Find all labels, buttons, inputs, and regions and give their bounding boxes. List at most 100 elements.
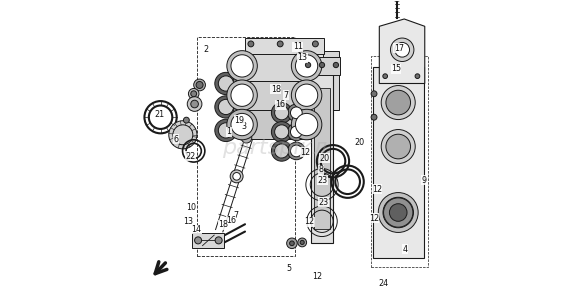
- Circle shape: [231, 84, 253, 106]
- Circle shape: [298, 238, 306, 247]
- Text: 11: 11: [293, 42, 303, 51]
- Text: 21: 21: [154, 110, 165, 119]
- Circle shape: [272, 102, 292, 123]
- Circle shape: [275, 144, 288, 158]
- Bar: [242, 51, 306, 81]
- Circle shape: [196, 81, 203, 89]
- Bar: [242, 81, 306, 110]
- Circle shape: [187, 97, 202, 111]
- Text: 24: 24: [379, 279, 388, 288]
- Circle shape: [227, 80, 257, 110]
- Bar: [371, 56, 428, 267]
- Bar: [311, 73, 333, 243]
- Circle shape: [381, 130, 415, 164]
- Circle shape: [290, 241, 294, 246]
- Text: 15: 15: [391, 64, 401, 73]
- Circle shape: [191, 100, 198, 108]
- Circle shape: [291, 145, 302, 157]
- Circle shape: [236, 77, 249, 90]
- Circle shape: [392, 0, 401, 1]
- Text: 13: 13: [183, 217, 194, 226]
- Circle shape: [300, 240, 304, 244]
- Circle shape: [215, 96, 237, 118]
- Text: 20: 20: [354, 138, 365, 147]
- Circle shape: [275, 106, 288, 120]
- Text: 14: 14: [192, 225, 202, 234]
- Text: 12: 12: [369, 214, 379, 223]
- Bar: [305, 51, 324, 139]
- Circle shape: [415, 74, 420, 78]
- Polygon shape: [379, 19, 425, 83]
- Circle shape: [291, 51, 322, 81]
- Circle shape: [291, 126, 302, 138]
- Circle shape: [183, 117, 190, 123]
- Circle shape: [272, 141, 292, 161]
- Circle shape: [241, 132, 252, 143]
- Circle shape: [231, 55, 253, 77]
- Circle shape: [236, 101, 249, 113]
- Circle shape: [378, 193, 418, 232]
- Circle shape: [320, 62, 325, 68]
- Text: 12: 12: [372, 184, 382, 194]
- Circle shape: [233, 121, 251, 140]
- Bar: [303, 57, 340, 75]
- Text: partsрiкл: partsрiкл: [222, 138, 327, 158]
- Text: 7: 7: [234, 211, 239, 220]
- Text: 20: 20: [319, 154, 329, 163]
- Circle shape: [313, 41, 318, 47]
- Circle shape: [371, 114, 377, 120]
- Bar: [242, 110, 306, 139]
- Circle shape: [231, 113, 253, 136]
- Circle shape: [277, 41, 283, 47]
- Circle shape: [194, 79, 205, 91]
- Circle shape: [287, 123, 305, 141]
- Circle shape: [295, 84, 318, 106]
- Text: 18: 18: [271, 85, 281, 94]
- Text: 6: 6: [173, 135, 179, 144]
- Text: 9: 9: [421, 176, 427, 185]
- Text: 18: 18: [218, 220, 228, 229]
- Circle shape: [291, 109, 322, 140]
- Circle shape: [275, 125, 288, 139]
- Text: 22: 22: [186, 152, 196, 161]
- Circle shape: [383, 74, 387, 78]
- Circle shape: [195, 237, 202, 244]
- Circle shape: [390, 204, 407, 221]
- Text: 1: 1: [227, 127, 231, 136]
- Circle shape: [227, 51, 257, 81]
- Circle shape: [305, 62, 311, 68]
- Circle shape: [188, 89, 199, 99]
- Circle shape: [386, 90, 410, 115]
- Text: 23: 23: [318, 176, 328, 185]
- Circle shape: [248, 41, 254, 47]
- Text: 7: 7: [283, 91, 288, 100]
- Circle shape: [386, 134, 410, 159]
- Bar: [245, 38, 324, 54]
- Bar: [373, 67, 424, 258]
- Circle shape: [287, 238, 297, 249]
- Text: 4: 4: [402, 245, 407, 254]
- Text: 5: 5: [287, 264, 291, 273]
- Circle shape: [295, 55, 318, 77]
- Text: 17: 17: [394, 44, 404, 53]
- Bar: [314, 88, 330, 229]
- Circle shape: [215, 237, 222, 244]
- Circle shape: [334, 62, 339, 68]
- Circle shape: [215, 119, 237, 141]
- Bar: [323, 51, 339, 110]
- Text: 16: 16: [226, 216, 236, 225]
- Circle shape: [233, 74, 251, 93]
- Circle shape: [230, 170, 243, 183]
- Circle shape: [395, 42, 410, 57]
- Text: 2: 2: [204, 45, 209, 54]
- Circle shape: [383, 197, 413, 228]
- Circle shape: [236, 124, 249, 137]
- Text: 12: 12: [312, 272, 322, 281]
- Circle shape: [227, 109, 257, 140]
- Circle shape: [218, 76, 234, 91]
- Circle shape: [391, 38, 414, 62]
- Text: 3: 3: [241, 122, 246, 131]
- Text: 8: 8: [318, 165, 324, 174]
- Bar: [192, 233, 224, 248]
- Circle shape: [233, 98, 251, 116]
